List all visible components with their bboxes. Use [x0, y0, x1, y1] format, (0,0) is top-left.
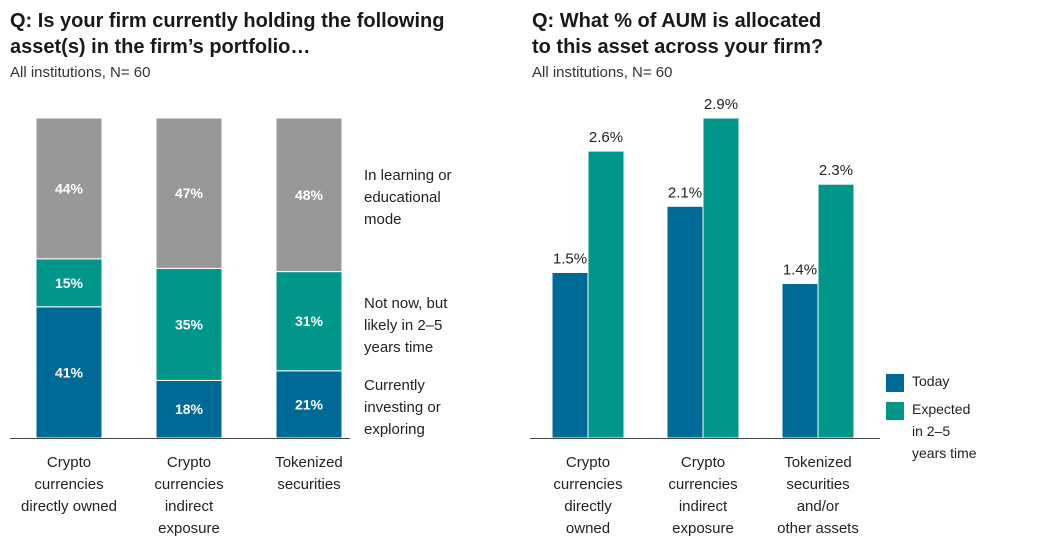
- bar-segment-1-cat-3: [275, 370, 343, 439]
- data-label-1-cat-2: 2.1%: [668, 184, 702, 201]
- bar-segment-3-cat-2: [155, 117, 223, 269]
- right-chart-subtitle: All institutions, N= 60: [532, 64, 673, 81]
- bar-segment-2-cat-1: [35, 258, 103, 308]
- bar-segment-2-cat-3: [275, 271, 343, 372]
- bar-segment-3-cat-1: [35, 117, 103, 260]
- legend-label-2-line-1: Expected: [912, 401, 971, 417]
- legend-label-1-line-2: investing or: [364, 399, 441, 416]
- legend-item-2: Expected in 2–5 years time: [886, 398, 977, 464]
- x-tick-label-1-line-1: Crypto: [566, 454, 610, 471]
- x-tick-label-2-line-2: currencies: [154, 476, 223, 493]
- bar-2-cat-3: [817, 183, 855, 439]
- left-chart-subtitle: All institutions, N= 60: [10, 64, 151, 81]
- data-label-2-cat-1: 15%: [55, 275, 84, 291]
- bar-1-cat-3: [781, 283, 819, 439]
- data-label-3-cat-3: 48%: [295, 187, 324, 203]
- x-tick-label-2-line-4: exposure: [672, 520, 734, 537]
- legend-label-2-line-2: in 2–5: [912, 423, 951, 439]
- right-chart-title: Q: What % of AUM is allocated to this as…: [532, 8, 823, 60]
- x-tick-label-1-line-3: directly owned: [21, 498, 117, 515]
- x-tick-label-1-line-4: owned: [566, 520, 610, 537]
- legend-item-1: Today: [886, 370, 977, 392]
- x-tick-label-3-line-2: securities: [277, 476, 340, 493]
- stacked-chart-panel: Q: Is your firm currently holding the fo…: [0, 0, 520, 554]
- bar-segment-3-cat-3: [275, 117, 343, 273]
- left-title-line-1: Q: Is your firm currently holding the fo…: [10, 10, 445, 32]
- data-label-3-cat-1: 44%: [55, 180, 84, 196]
- x-tick-label-1-line-2: currencies: [34, 476, 103, 493]
- bar-segment-1-cat-1: [35, 306, 103, 439]
- data-label-1-cat-1: 1.5%: [553, 250, 587, 267]
- data-label-1-cat-1: 41%: [55, 364, 84, 380]
- x-tick-label-2-line-2: currencies: [668, 476, 737, 493]
- data-label-2-cat-3: 2.3%: [819, 162, 853, 179]
- x-tick-label-3-line-2: securities: [786, 476, 849, 493]
- data-label-1-cat-2: 18%: [175, 401, 204, 417]
- legend-swatch-2: [886, 402, 904, 420]
- bar-1-cat-1: [551, 271, 589, 439]
- x-tick-label-3-line-4: other assets: [777, 520, 859, 537]
- left-title-line-2: asset(s) in the firm’s portfolio…: [10, 36, 311, 58]
- legend-label-2-line-3: years time: [912, 445, 977, 461]
- stacked-bar-chart: 41% 15% 44% Crypto currencies directly owned 1…: [10, 117, 452, 537]
- x-tick-label-1-line-2: currencies: [553, 476, 622, 493]
- legend-label-1: Today: [912, 370, 977, 392]
- x-tick-label-2-line-3: indirect: [165, 498, 214, 515]
- x-tick-label-2-line-3: indirect: [679, 498, 728, 515]
- data-label-2-cat-1: 2.6%: [589, 129, 623, 146]
- right-title-line-2: to this asset across your firm?: [532, 36, 824, 58]
- legend-label-2: Expected in 2–5 years time: [912, 398, 977, 464]
- x-tick-label-1-line-1: Crypto: [47, 454, 91, 471]
- bar-1-cat-2: [666, 205, 704, 439]
- x-tick-label-3-line-1: Tokenized: [784, 454, 852, 471]
- legend-label-1-line-3: exploring: [364, 421, 425, 438]
- legend-label-2-line-3: years time: [364, 339, 433, 356]
- x-tick-label-3-line-1: Tokenized: [275, 454, 343, 471]
- left-chart-title: Q: Is your firm currently holding the fo…: [10, 8, 444, 60]
- legend-label-2-line-1: Not now, but: [364, 295, 448, 312]
- x-tick-label-2-line-4: exposure: [158, 520, 220, 537]
- x-tick-label-2-line-1: Crypto: [167, 454, 211, 471]
- legend-swatch-1: [886, 374, 904, 392]
- data-label-3-cat-2: 47%: [175, 185, 204, 201]
- legend-label-3-line-3: mode: [364, 211, 402, 228]
- bar-2-cat-2: [702, 117, 740, 439]
- data-label-2-cat-2: 35%: [175, 316, 204, 332]
- legend-label-1-line-1: Currently: [364, 377, 425, 394]
- legend-label-3-line-1: In learning or: [364, 167, 452, 184]
- right-chart-legend: Today Expected in 2–5 years time: [886, 370, 977, 470]
- grouped-bar-chart: 1.5% 2.6% Crypto currencies directly owned 2.1…: [530, 96, 880, 537]
- x-tick-label-2-line-1: Crypto: [681, 454, 725, 471]
- grouped-chart-panel: Q: What % of AUM is allocated to this as…: [530, 0, 1041, 554]
- data-label-2-cat-2: 2.9%: [704, 96, 738, 113]
- data-label-2-cat-3: 31%: [295, 313, 324, 329]
- data-label-1-cat-3: 1.4%: [783, 262, 817, 279]
- data-label-1-cat-3: 21%: [295, 396, 324, 412]
- right-title-line-1: Q: What % of AUM is allocated: [532, 10, 822, 32]
- bar-2-cat-1: [587, 150, 625, 439]
- legend-label-1-line-1: Today: [912, 373, 950, 389]
- x-tick-label-1-line-3: directly: [564, 498, 612, 515]
- x-tick-label-3-line-3: and/or: [797, 498, 840, 515]
- legend-label-3-line-2: educational: [364, 189, 441, 206]
- legend-label-2-line-2: likely in 2–5: [364, 317, 442, 334]
